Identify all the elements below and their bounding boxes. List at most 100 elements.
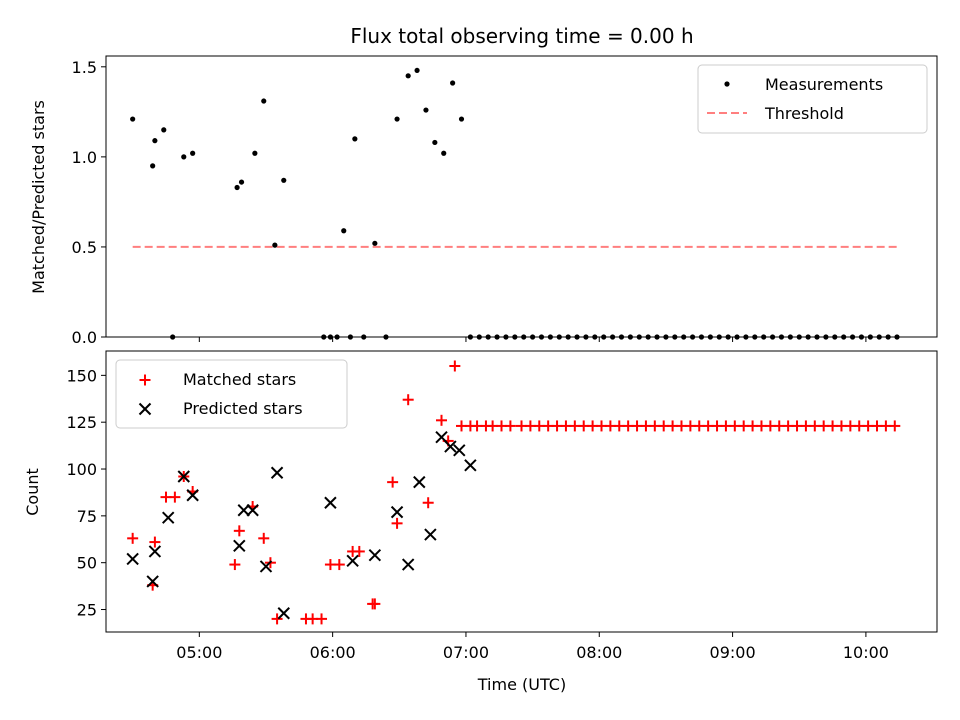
measurement-point: [152, 138, 158, 144]
top-y-tick-label: 0.5: [72, 238, 97, 257]
measurement-point: [547, 334, 553, 340]
bottom-y-tick-label: 75: [77, 507, 97, 526]
measurement-point: [876, 334, 882, 340]
measurement-point: [627, 334, 633, 340]
measurement-point: [609, 334, 616, 340]
measurement-point: [698, 334, 705, 340]
measurement-point: [894, 334, 900, 340]
measurement-point: [618, 334, 625, 340]
measurement-point: [743, 334, 749, 340]
matched-star-point: [387, 476, 399, 488]
measurement-point: [272, 242, 278, 248]
measurement-point: [261, 98, 267, 104]
predicted-star-point: [424, 528, 437, 541]
measurement-point: [383, 334, 389, 340]
measurement-point: [556, 334, 562, 340]
measurement-point: [867, 334, 873, 340]
measurement-point: [503, 334, 509, 340]
predicted-star-point: [246, 504, 259, 517]
legend-threshold-label: Threshold: [764, 104, 844, 123]
x-stroke: [413, 475, 426, 489]
bottom-x-tick-label: 05:00: [176, 643, 222, 662]
measurement-point: [707, 334, 713, 340]
top-y-tick-label: 1.0: [72, 148, 97, 167]
matched-star-point: [504, 420, 516, 432]
legend-matched-label: Matched stars: [183, 370, 296, 389]
measurement-point: [190, 150, 196, 156]
measurement-point: [823, 334, 829, 340]
measurement-point: [321, 334, 327, 340]
legend-predicted-label: Predicted stars: [183, 399, 303, 418]
bottom-y-tick-label: 125: [66, 413, 97, 432]
matched-star-point: [353, 545, 365, 557]
x-stroke: [464, 459, 477, 472]
measurement-point: [467, 334, 473, 340]
x-stroke: [162, 511, 175, 524]
x-stroke: [138, 402, 152, 416]
measurement-point: [814, 334, 820, 340]
measurement-point: [150, 163, 156, 169]
x-stroke: [453, 444, 466, 457]
matched-star-point: [391, 517, 403, 529]
top-legend-box: [697, 64, 928, 134]
measurement-point: [327, 334, 334, 340]
measurement-point: [787, 334, 793, 340]
matched-star-point: [149, 536, 161, 548]
predicted-star-point: [368, 548, 382, 562]
measurement-point: [601, 334, 607, 340]
predicted-star-point: [146, 575, 159, 588]
top-panel: 0.0 0.5 1.0 1.5 Measurements Threshold: [72, 55, 938, 347]
legend-measurements-marker: [724, 81, 730, 87]
measurement-point: [432, 139, 438, 146]
x-stroke: [401, 558, 415, 571]
measurement-point: [170, 334, 176, 340]
x-stroke: [177, 470, 190, 483]
bottom-panel: 25 50 75 100 125 150 05:00 06:00 07:00 08:00 09:00…: [66, 350, 938, 662]
measurement-point: [485, 334, 491, 340]
measurement-point: [716, 334, 722, 340]
predicted-star-point: [277, 607, 290, 620]
legend-predicted-marker: [138, 402, 152, 416]
bottom-y-tick-label: 50: [77, 554, 97, 573]
predicted-star-point: [444, 440, 457, 453]
x-stroke: [368, 548, 382, 562]
measurement-point: [858, 334, 865, 340]
bottom-plot-frame: [105, 350, 938, 633]
measurement-point: [405, 73, 411, 79]
matched-star-point: [127, 532, 139, 544]
measurement-point: [832, 334, 838, 340]
x-stroke: [186, 489, 199, 502]
measurement-point: [769, 334, 776, 340]
measurement-point: [234, 184, 240, 191]
bottom-legend: Matched stars Predicted stars: [115, 359, 348, 429]
bottom-y-tick-label: 150: [66, 366, 97, 385]
measurement-point: [574, 334, 580, 340]
bottom-x-tick-label: 09:00: [710, 643, 756, 662]
measurement-point: [494, 334, 500, 340]
matched-star-point: [169, 491, 181, 503]
predicted-star-point: [270, 466, 284, 479]
predicted-star-point: [126, 552, 139, 566]
measurement-point: [636, 334, 642, 340]
matched-star-point: [233, 525, 245, 537]
predicted-star-point: [186, 489, 199, 502]
measurement-point: [654, 334, 660, 340]
bottom-y-tick-label: 100: [66, 460, 97, 479]
measurement-point: [663, 334, 669, 340]
measurement-point: [734, 334, 740, 340]
matched-star-point: [422, 497, 434, 509]
measurement-point: [583, 334, 589, 340]
bottom-y-tick-label: 25: [77, 601, 97, 620]
measurement-point: [761, 334, 767, 340]
top-legend: Measurements Threshold: [697, 64, 928, 134]
bottom-legend-box: [115, 359, 348, 429]
matched-star-point: [229, 559, 241, 571]
measurement-point: [530, 334, 536, 340]
predicted-star-point: [259, 560, 273, 573]
bottom-x-tick-label: 10:00: [843, 643, 889, 662]
x-stroke: [126, 552, 139, 566]
measurement-point: [458, 116, 465, 122]
predicted-star-point: [177, 470, 190, 483]
measurement-point: [414, 67, 420, 74]
